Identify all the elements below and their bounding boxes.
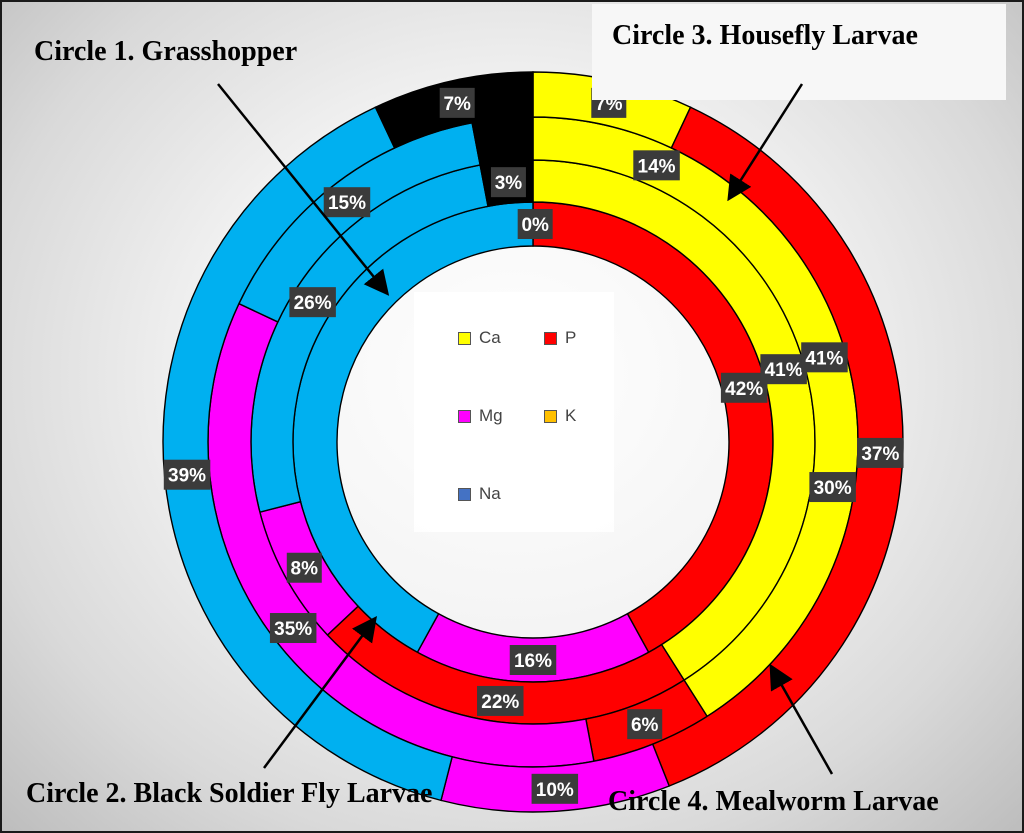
ring1-label-mg-box xyxy=(509,645,557,675)
ring4-label-p-text: 37% xyxy=(861,444,899,465)
ring2-label-na-text: 26% xyxy=(294,293,332,314)
legend-item-mg: Mg xyxy=(458,406,503,426)
ring3-label-mg: 35% xyxy=(269,613,317,644)
legend-swatch-p xyxy=(544,331,557,345)
ring3-label-p-box xyxy=(627,709,663,740)
legend: Ca P Mg K Na xyxy=(414,292,614,532)
circle2-title: Circle 2. Black Soldier Fly Larvae xyxy=(26,778,433,809)
ring3-label-na-text: 15% xyxy=(328,193,366,214)
ring4-label-mg-text: 10% xyxy=(536,780,574,801)
extra-label-1: 14% xyxy=(633,150,680,181)
ring2-label-na: 26% xyxy=(289,287,336,318)
legend-item-na: Na xyxy=(458,484,501,504)
ring2-label-ca-box xyxy=(760,354,807,385)
ring2-label-p-text: 22% xyxy=(481,692,519,713)
ring1-label-ca: 0% xyxy=(517,209,553,240)
ring2-label-ca: 41% xyxy=(760,354,807,385)
legend-swatch-mg xyxy=(458,409,471,423)
legend-label-p: P xyxy=(565,328,577,347)
ring4-label-na: 39% xyxy=(163,459,211,490)
ring4-label-mg: 10% xyxy=(531,773,579,804)
ring2-label-other-box xyxy=(490,167,526,198)
circle3-title-box xyxy=(592,4,1006,100)
ring1-label-ca-box xyxy=(517,209,553,240)
extra-label-1-text: 14% xyxy=(638,156,676,177)
ring1-label-ca-text: 0% xyxy=(521,215,549,236)
legend-label-mg: Mg xyxy=(479,406,503,425)
circle3-title: Circle 3. Housefly Larvae xyxy=(612,20,918,51)
ring3-slice-other xyxy=(471,116,534,166)
ring4-label-other: 7% xyxy=(439,87,475,118)
ring4-label-na-text: 39% xyxy=(168,466,206,487)
ring2-label-other: 3% xyxy=(490,167,526,198)
ring4-label-na-box xyxy=(163,459,211,490)
ring4-label-other-text: 7% xyxy=(443,94,471,115)
ring1-label-p: 42% xyxy=(720,372,768,403)
legend-swatch-k xyxy=(544,409,557,423)
legend-swatch-na xyxy=(458,487,471,501)
legend-item-k: K xyxy=(544,406,576,426)
ring2-label-other-text: 3% xyxy=(495,173,523,194)
extra-label-2: 30% xyxy=(809,472,856,503)
ring1-label-mg: 16% xyxy=(509,645,557,675)
ring4-label-mg-box xyxy=(531,773,579,804)
legend-label-k: K xyxy=(565,406,577,425)
ring4-label-p-box xyxy=(857,437,904,468)
ring4-label-other-box xyxy=(439,87,475,118)
legend-item-ca: Ca xyxy=(458,328,501,348)
ring2-label-mg: 8% xyxy=(286,552,322,583)
ring3-label-p-text: 6% xyxy=(631,715,659,736)
legend-item-p: P xyxy=(544,328,576,348)
ring4-label-p: 37% xyxy=(857,437,904,468)
ring3-label-ca-box xyxy=(801,342,848,373)
ring3-label-ca: 41% xyxy=(801,342,848,373)
circle4-title: Circle 4. Mealworm Larvae xyxy=(608,786,939,817)
labels-group: 0% 42% 16% 41% 22% 8% 26% 3% 41% 6% 35% 15% 7% 37% 10%… xyxy=(163,87,904,804)
ring1-label-mg-text: 16% xyxy=(514,651,552,672)
ring1-label-p-box xyxy=(720,372,768,403)
legend-label-na: Na xyxy=(479,484,501,503)
ring3-label-na: 15% xyxy=(323,187,371,218)
extra-label-1-box xyxy=(633,150,680,181)
ring2-label-mg-text: 8% xyxy=(291,559,319,580)
ring2-label-ca-text: 41% xyxy=(765,360,803,381)
ring3-label-ca-text: 41% xyxy=(805,348,843,369)
ring2-label-p-box xyxy=(477,685,524,716)
ring2-label-mg-box xyxy=(286,552,322,583)
ring3-label-p: 6% xyxy=(627,709,663,740)
legend-swatch-ca xyxy=(458,331,471,345)
ring3-label-mg-text: 35% xyxy=(274,619,312,640)
legend-label-ca: Ca xyxy=(479,328,501,347)
circle1-title: Circle 1. Grasshopper xyxy=(34,36,298,67)
extra-label-2-box xyxy=(809,472,856,503)
ring2-label-p: 22% xyxy=(477,685,524,716)
ring1-label-p-text: 42% xyxy=(725,379,763,400)
extra-label-2-text: 30% xyxy=(814,478,852,499)
